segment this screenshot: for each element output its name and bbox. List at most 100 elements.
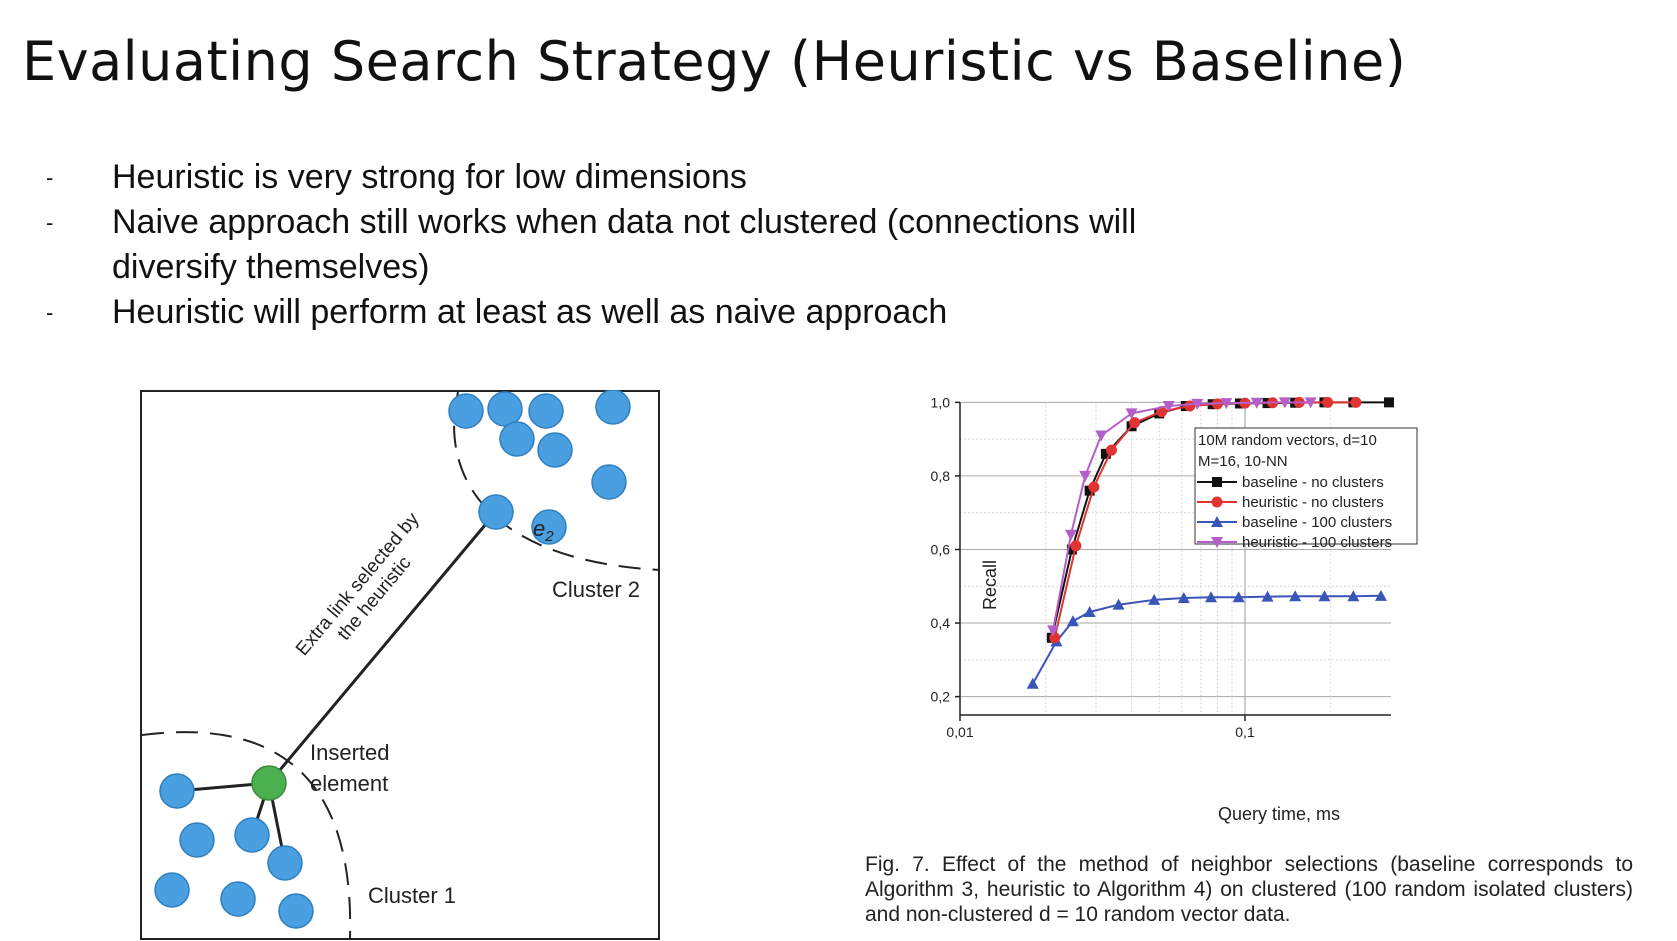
y-tick-label: 0,4 — [931, 615, 951, 631]
data-point — [1191, 398, 1204, 410]
series-3 — [1047, 397, 1317, 637]
cluster2-nodes — [448, 390, 631, 545]
data-point — [1070, 540, 1082, 552]
data-point — [1383, 397, 1394, 408]
cluster2-node — [448, 393, 484, 429]
legend-swatch-marker — [1211, 516, 1223, 527]
data-point — [1064, 529, 1077, 541]
inserted-element-node — [251, 765, 287, 801]
bullet-item: - Naive approach still works when data no… — [40, 200, 1180, 290]
y-tick-label: 0,8 — [931, 468, 951, 484]
data-point — [1049, 632, 1061, 644]
data-point — [1304, 397, 1317, 409]
series-2 — [1026, 589, 1387, 689]
data-point — [1105, 444, 1117, 456]
x-tick-label: 0,1 — [1235, 724, 1255, 740]
data-point — [1289, 590, 1302, 602]
cluster1-node — [179, 822, 215, 858]
bullet-item: - Heuristic will perform at least as well… — [40, 290, 1180, 335]
cluster2-node — [591, 464, 627, 500]
bullet-list: - Heuristic is very strong for low dimens… — [40, 155, 1180, 335]
data-point — [1083, 606, 1096, 618]
bullet-item: - Heuristic is very strong for low dimens… — [40, 155, 1180, 200]
figure-caption: Fig. 7. Effect of the method of neighbor… — [865, 853, 1633, 926]
cluster2-node — [478, 494, 514, 530]
cluster1-node — [154, 872, 190, 908]
cluster1-boundary — [141, 731, 352, 939]
cluster2-node — [499, 421, 535, 457]
data-point — [1347, 590, 1360, 602]
data-point — [1026, 677, 1039, 689]
y-tick-label: 1,0 — [931, 395, 951, 410]
cluster1-label: Cluster 1 — [368, 883, 456, 908]
series — [1026, 396, 1394, 689]
x-axis-title: Query time, ms — [1218, 804, 1340, 824]
data-point — [1129, 417, 1141, 429]
data-point — [1250, 397, 1263, 409]
recall-chart: 0,2 0,4 0,6 0,8 1,0 0,01 0,1 10M random vector… — [931, 395, 1418, 824]
data-point — [1177, 592, 1190, 604]
y-tick-label: 0,2 — [931, 689, 951, 705]
data-point — [1148, 593, 1161, 605]
cluster2-node — [528, 393, 564, 429]
legend-title: 10M random vectors, d=10 — [1198, 432, 1377, 449]
data-point — [1112, 598, 1125, 610]
cluster-link-diagram: e2 Cluster 2 Cluster 1 Inserted element … — [140, 390, 660, 940]
inserted-label: Inserted — [310, 740, 390, 765]
legend-box — [1194, 427, 1418, 545]
data-point — [1100, 448, 1111, 459]
data-point — [1318, 590, 1331, 602]
extra-link — [267, 511, 498, 784]
data-point — [1079, 470, 1092, 482]
data-point — [1278, 397, 1291, 409]
legend-entry: baseline - 100 clusters — [1242, 514, 1392, 531]
data-point — [1047, 625, 1060, 637]
data-point — [1232, 591, 1245, 603]
cluster1-node — [278, 893, 314, 929]
bullet-text: Naive approach still works when data not… — [112, 203, 1137, 286]
cluster2-node — [595, 390, 631, 425]
y-tick-label: 0,6 — [931, 541, 951, 557]
cluster2-label: Cluster 2 — [552, 577, 640, 602]
legend-subtitle: M=16, 10-NN — [1198, 453, 1288, 470]
bullet-marker: - — [46, 300, 54, 325]
cluster1-node — [234, 817, 270, 853]
data-point — [1374, 589, 1387, 601]
data-point — [1084, 485, 1095, 496]
data-point — [1322, 396, 1334, 408]
cluster1-node — [220, 881, 256, 917]
legend-entry: heuristic - 100 clusters — [1242, 534, 1392, 551]
diagram-frame — [140, 390, 660, 940]
legend-entry: baseline - no clusters — [1242, 474, 1384, 491]
y-axis-title: Recall — [980, 560, 1000, 610]
axes: 0,2 0,4 0,6 0,8 1,0 0,01 0,1 — [931, 395, 1391, 740]
data-point — [1162, 401, 1175, 413]
bullet-text: Heuristic will perform at least as well … — [112, 293, 948, 331]
cluster2-node — [531, 509, 567, 545]
series-line — [1031, 594, 1382, 685]
bullet-marker: - — [46, 165, 54, 190]
bullet-marker: - — [46, 210, 54, 235]
data-point — [1350, 396, 1362, 408]
cluster2-node — [487, 391, 523, 427]
data-point — [1095, 430, 1108, 442]
legend-entry: heuristic - no clusters — [1242, 494, 1384, 511]
legend-swatch-marker — [1211, 537, 1223, 548]
legend-swatch-marker — [1212, 477, 1222, 487]
bullet-text: Heuristic is very strong for low dimensi… — [112, 158, 747, 196]
legend: 10M random vectors, d=10 M=16, 10-NN basel… — [1194, 427, 1418, 551]
cluster1-nodes — [154, 773, 314, 929]
cluster1-node — [159, 773, 195, 809]
slide-title: Evaluating Search Strategy (Heuristic vs… — [22, 30, 1407, 93]
data-point — [1205, 591, 1218, 603]
data-point — [1261, 590, 1274, 602]
data-point — [1066, 615, 1079, 627]
data-point — [1220, 398, 1233, 410]
legend-swatch-marker — [1211, 496, 1223, 508]
data-point — [1125, 408, 1138, 420]
element-label: element — [310, 771, 388, 796]
cluster2-node — [537, 432, 573, 468]
e2-label: e2 — [533, 516, 554, 545]
data-point — [1088, 481, 1100, 493]
cluster1-node — [267, 845, 303, 881]
